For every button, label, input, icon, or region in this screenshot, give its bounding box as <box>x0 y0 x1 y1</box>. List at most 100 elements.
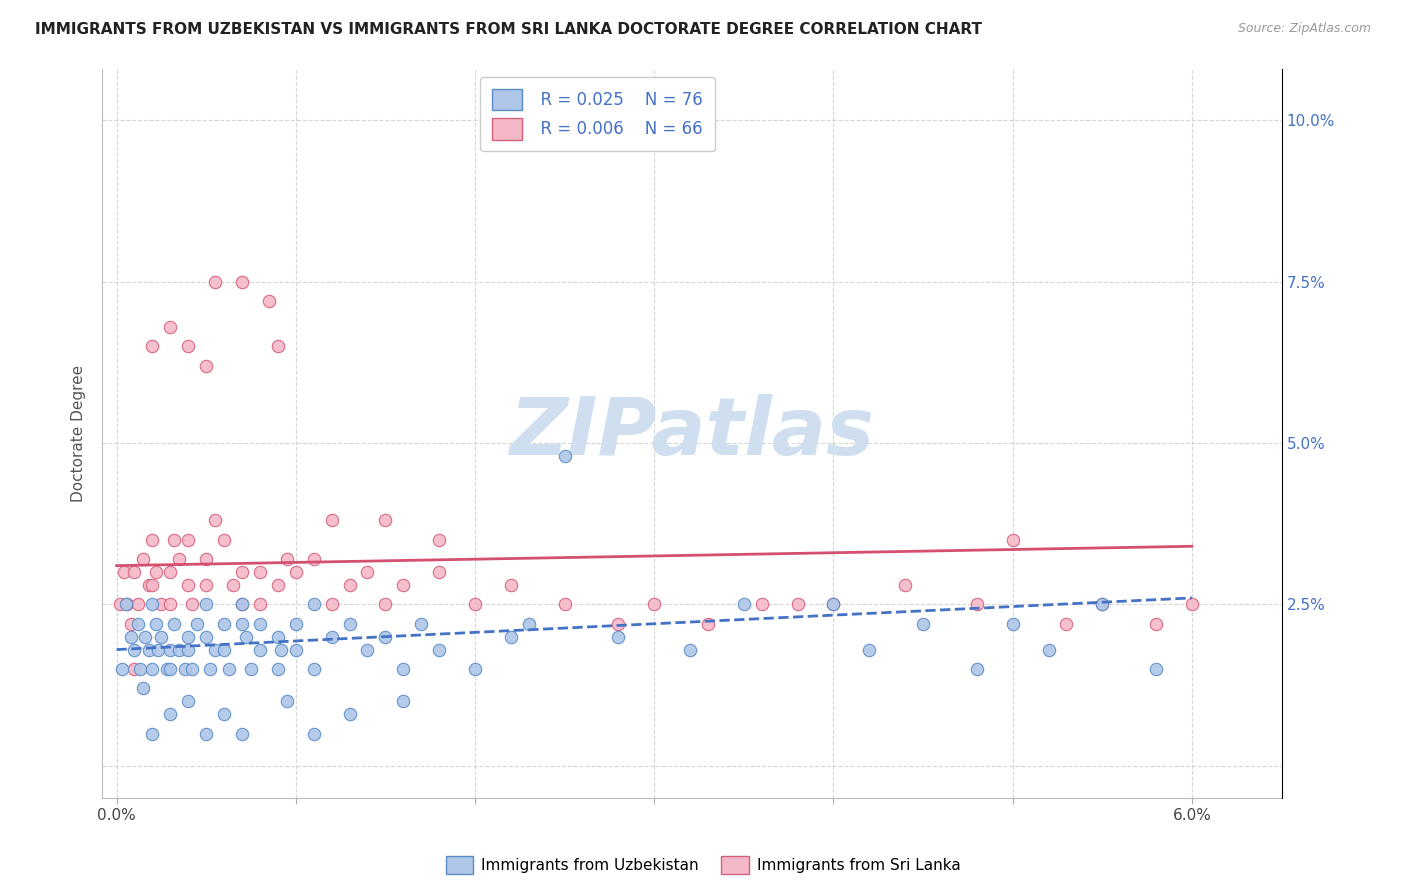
Point <box>124 565 146 579</box>
Point <box>1038 642 1060 657</box>
Point <box>195 598 218 612</box>
Point <box>239 662 262 676</box>
Point <box>356 642 378 657</box>
Point <box>966 662 988 676</box>
Point <box>302 598 325 612</box>
Point <box>1144 616 1167 631</box>
Point <box>212 642 235 657</box>
Point <box>231 565 253 579</box>
Point <box>163 533 186 547</box>
Point <box>374 598 396 612</box>
Point <box>108 598 131 612</box>
Point <box>198 662 221 676</box>
Point <box>134 630 156 644</box>
Point <box>222 578 245 592</box>
Point <box>177 630 200 644</box>
Point <box>218 662 240 676</box>
Point <box>150 598 173 612</box>
Point <box>177 339 200 353</box>
Point <box>267 339 290 353</box>
Point <box>302 726 325 740</box>
Point <box>146 642 169 657</box>
Point <box>858 642 880 657</box>
Point <box>643 598 665 612</box>
Point <box>124 662 146 676</box>
Point <box>733 598 755 612</box>
Point <box>270 642 292 657</box>
Point <box>231 275 253 289</box>
Point <box>267 630 290 644</box>
Point <box>392 694 415 708</box>
Point <box>1181 598 1204 612</box>
Point <box>112 565 135 579</box>
Text: Source: ZipAtlas.com: Source: ZipAtlas.com <box>1237 22 1371 36</box>
Point <box>195 630 218 644</box>
Point <box>302 662 325 676</box>
Point <box>374 513 396 527</box>
Point <box>177 533 200 547</box>
Point <box>499 630 522 644</box>
Point <box>195 359 218 373</box>
Point <box>159 662 181 676</box>
Point <box>823 598 845 612</box>
Point <box>276 694 298 708</box>
Point <box>141 578 163 592</box>
Point <box>138 642 160 657</box>
Point <box>894 578 917 592</box>
Point <box>249 565 271 579</box>
Point <box>966 598 988 612</box>
Point <box>321 630 343 644</box>
Point <box>141 726 163 740</box>
Point <box>186 616 208 631</box>
Point <box>195 578 218 592</box>
Point <box>607 616 630 631</box>
Point <box>177 642 200 657</box>
Point <box>159 319 181 334</box>
Point <box>823 598 845 612</box>
Point <box>679 642 702 657</box>
Point <box>231 726 253 740</box>
Point <box>231 598 253 612</box>
Point <box>284 642 307 657</box>
Point <box>195 552 218 566</box>
Point <box>159 598 181 612</box>
Point <box>392 578 415 592</box>
Point <box>392 662 415 676</box>
Point <box>464 662 486 676</box>
Point <box>284 565 307 579</box>
Point <box>163 616 186 631</box>
Point <box>267 662 290 676</box>
Point <box>177 578 200 592</box>
Point <box>141 533 163 547</box>
Point <box>141 339 163 353</box>
Point <box>1091 598 1114 612</box>
Legend: Immigrants from Uzbekistan, Immigrants from Sri Lanka: Immigrants from Uzbekistan, Immigrants f… <box>440 850 966 880</box>
Point <box>128 662 150 676</box>
Point <box>411 616 433 631</box>
Point <box>249 642 271 657</box>
Point <box>159 642 181 657</box>
Point <box>697 616 720 631</box>
Point <box>554 598 576 612</box>
Point <box>751 598 773 612</box>
Point <box>1056 616 1078 631</box>
Text: ZIPatlas: ZIPatlas <box>509 394 875 472</box>
Point <box>145 616 167 631</box>
Point <box>159 565 181 579</box>
Point <box>257 293 280 308</box>
Point <box>321 598 343 612</box>
Y-axis label: Doctorate Degree: Doctorate Degree <box>72 365 86 502</box>
Point <box>249 598 271 612</box>
Point <box>117 598 139 612</box>
Point <box>169 552 191 566</box>
Point <box>374 630 396 644</box>
Point <box>132 681 155 696</box>
Point <box>212 707 235 722</box>
Point <box>427 565 450 579</box>
Point <box>231 616 253 631</box>
Point <box>145 565 167 579</box>
Point <box>204 513 226 527</box>
Point <box>138 578 160 592</box>
Point <box>141 598 163 612</box>
Text: IMMIGRANTS FROM UZBEKISTAN VS IMMIGRANTS FROM SRI LANKA DOCTORATE DEGREE CORRELA: IMMIGRANTS FROM UZBEKISTAN VS IMMIGRANTS… <box>35 22 983 37</box>
